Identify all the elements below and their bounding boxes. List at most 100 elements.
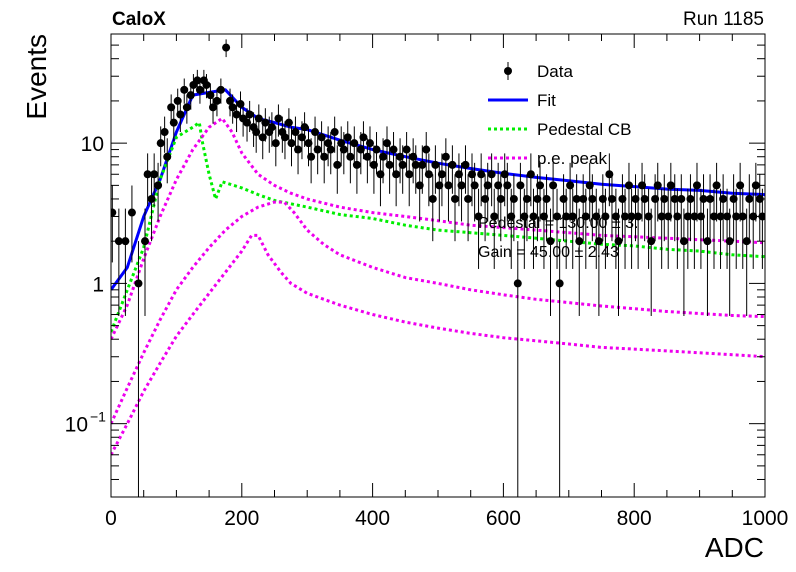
data-point <box>568 212 577 221</box>
data-point <box>195 85 204 94</box>
data-point <box>461 160 470 169</box>
data-point <box>254 114 263 123</box>
data-point <box>193 76 202 85</box>
data-point <box>588 194 597 203</box>
data-point <box>160 128 169 137</box>
data-point <box>411 160 420 169</box>
data-point <box>549 181 558 190</box>
data-point <box>454 170 463 179</box>
data-point <box>660 194 669 203</box>
data-point <box>180 85 189 94</box>
annotation-gain: Gain = 45.00 ± 2.43 <box>478 244 619 261</box>
data-point <box>481 194 490 203</box>
data-point <box>513 279 522 288</box>
data-point <box>627 212 636 221</box>
data-point <box>539 212 548 221</box>
data-point <box>424 170 433 179</box>
data-point <box>729 194 738 203</box>
data-point <box>243 118 252 127</box>
data-point <box>143 170 152 179</box>
data-point <box>324 139 333 148</box>
data-point <box>365 139 374 148</box>
data-point <box>202 80 211 89</box>
data-point <box>346 152 355 161</box>
data-point <box>736 181 745 190</box>
data-point <box>716 212 725 221</box>
data-point <box>409 152 418 161</box>
data-point <box>749 212 758 221</box>
data-point <box>522 194 531 203</box>
data-point <box>464 194 473 203</box>
data-point <box>167 103 176 112</box>
data-point <box>441 152 450 161</box>
x-tick-label: 800 <box>617 507 652 530</box>
data-point <box>692 181 701 190</box>
data-point <box>579 194 588 203</box>
legend-marker <box>504 67 512 75</box>
data-point <box>405 170 414 179</box>
data-point <box>376 170 385 179</box>
data-point <box>640 194 649 203</box>
data-point <box>664 212 673 221</box>
y-tick-label: 10 <box>65 414 88 437</box>
y-tick-exponent: −1 <box>90 409 106 425</box>
data-point <box>392 170 401 179</box>
data-point <box>186 91 195 100</box>
data-point <box>284 118 293 127</box>
legend-label: Data <box>537 62 573 81</box>
data-point <box>566 181 575 190</box>
data-point <box>751 181 760 190</box>
x-tick-label: 600 <box>486 507 521 530</box>
data-point <box>320 152 329 161</box>
data-point <box>526 170 535 179</box>
data-point <box>209 103 218 112</box>
data-point <box>500 170 509 179</box>
data-point <box>350 139 359 148</box>
data-point <box>398 160 407 169</box>
series-line-p-e-peak-1 <box>111 116 765 340</box>
x-tick-label: 0 <box>105 507 117 530</box>
data-point <box>307 152 316 161</box>
data-point <box>382 139 391 148</box>
data-point <box>503 181 512 190</box>
data-point <box>232 110 241 119</box>
data-point <box>494 181 503 190</box>
data-point <box>592 212 601 221</box>
data-point <box>738 212 747 221</box>
data-point <box>343 133 352 142</box>
data-point <box>280 133 289 142</box>
data-point <box>703 237 712 246</box>
data-point <box>216 85 225 94</box>
x-tick-label: 1000 <box>742 507 789 530</box>
data-point <box>252 128 261 137</box>
data-point <box>542 194 551 203</box>
data-point <box>745 194 754 203</box>
series-layer <box>111 39 765 497</box>
data-point <box>516 181 525 190</box>
data-point <box>742 237 751 246</box>
data-point <box>150 170 159 179</box>
annotation-pedestal: Pedestal = 130.00 ± 3. <box>478 215 638 232</box>
data-point <box>474 212 483 221</box>
data-point <box>448 160 457 169</box>
data-point <box>451 194 460 203</box>
y-tick-label: 10 <box>81 133 104 156</box>
header-right: Run 1185 <box>683 9 764 30</box>
data-point <box>389 145 398 154</box>
data-point <box>647 237 656 246</box>
legend-label: Pedestal CB <box>537 120 632 139</box>
series-line-p-e-peak-3 <box>111 233 765 456</box>
data-point <box>509 194 518 203</box>
data-point <box>396 152 405 161</box>
data-point <box>372 145 381 154</box>
data-point <box>529 212 538 221</box>
data-point <box>490 212 499 221</box>
data-point <box>352 160 361 169</box>
data-point <box>712 181 721 190</box>
data-point <box>330 128 339 137</box>
data-point <box>154 181 163 190</box>
data-point <box>618 194 627 203</box>
data-point <box>294 145 303 154</box>
data-point <box>670 194 679 203</box>
data-point <box>581 212 590 221</box>
